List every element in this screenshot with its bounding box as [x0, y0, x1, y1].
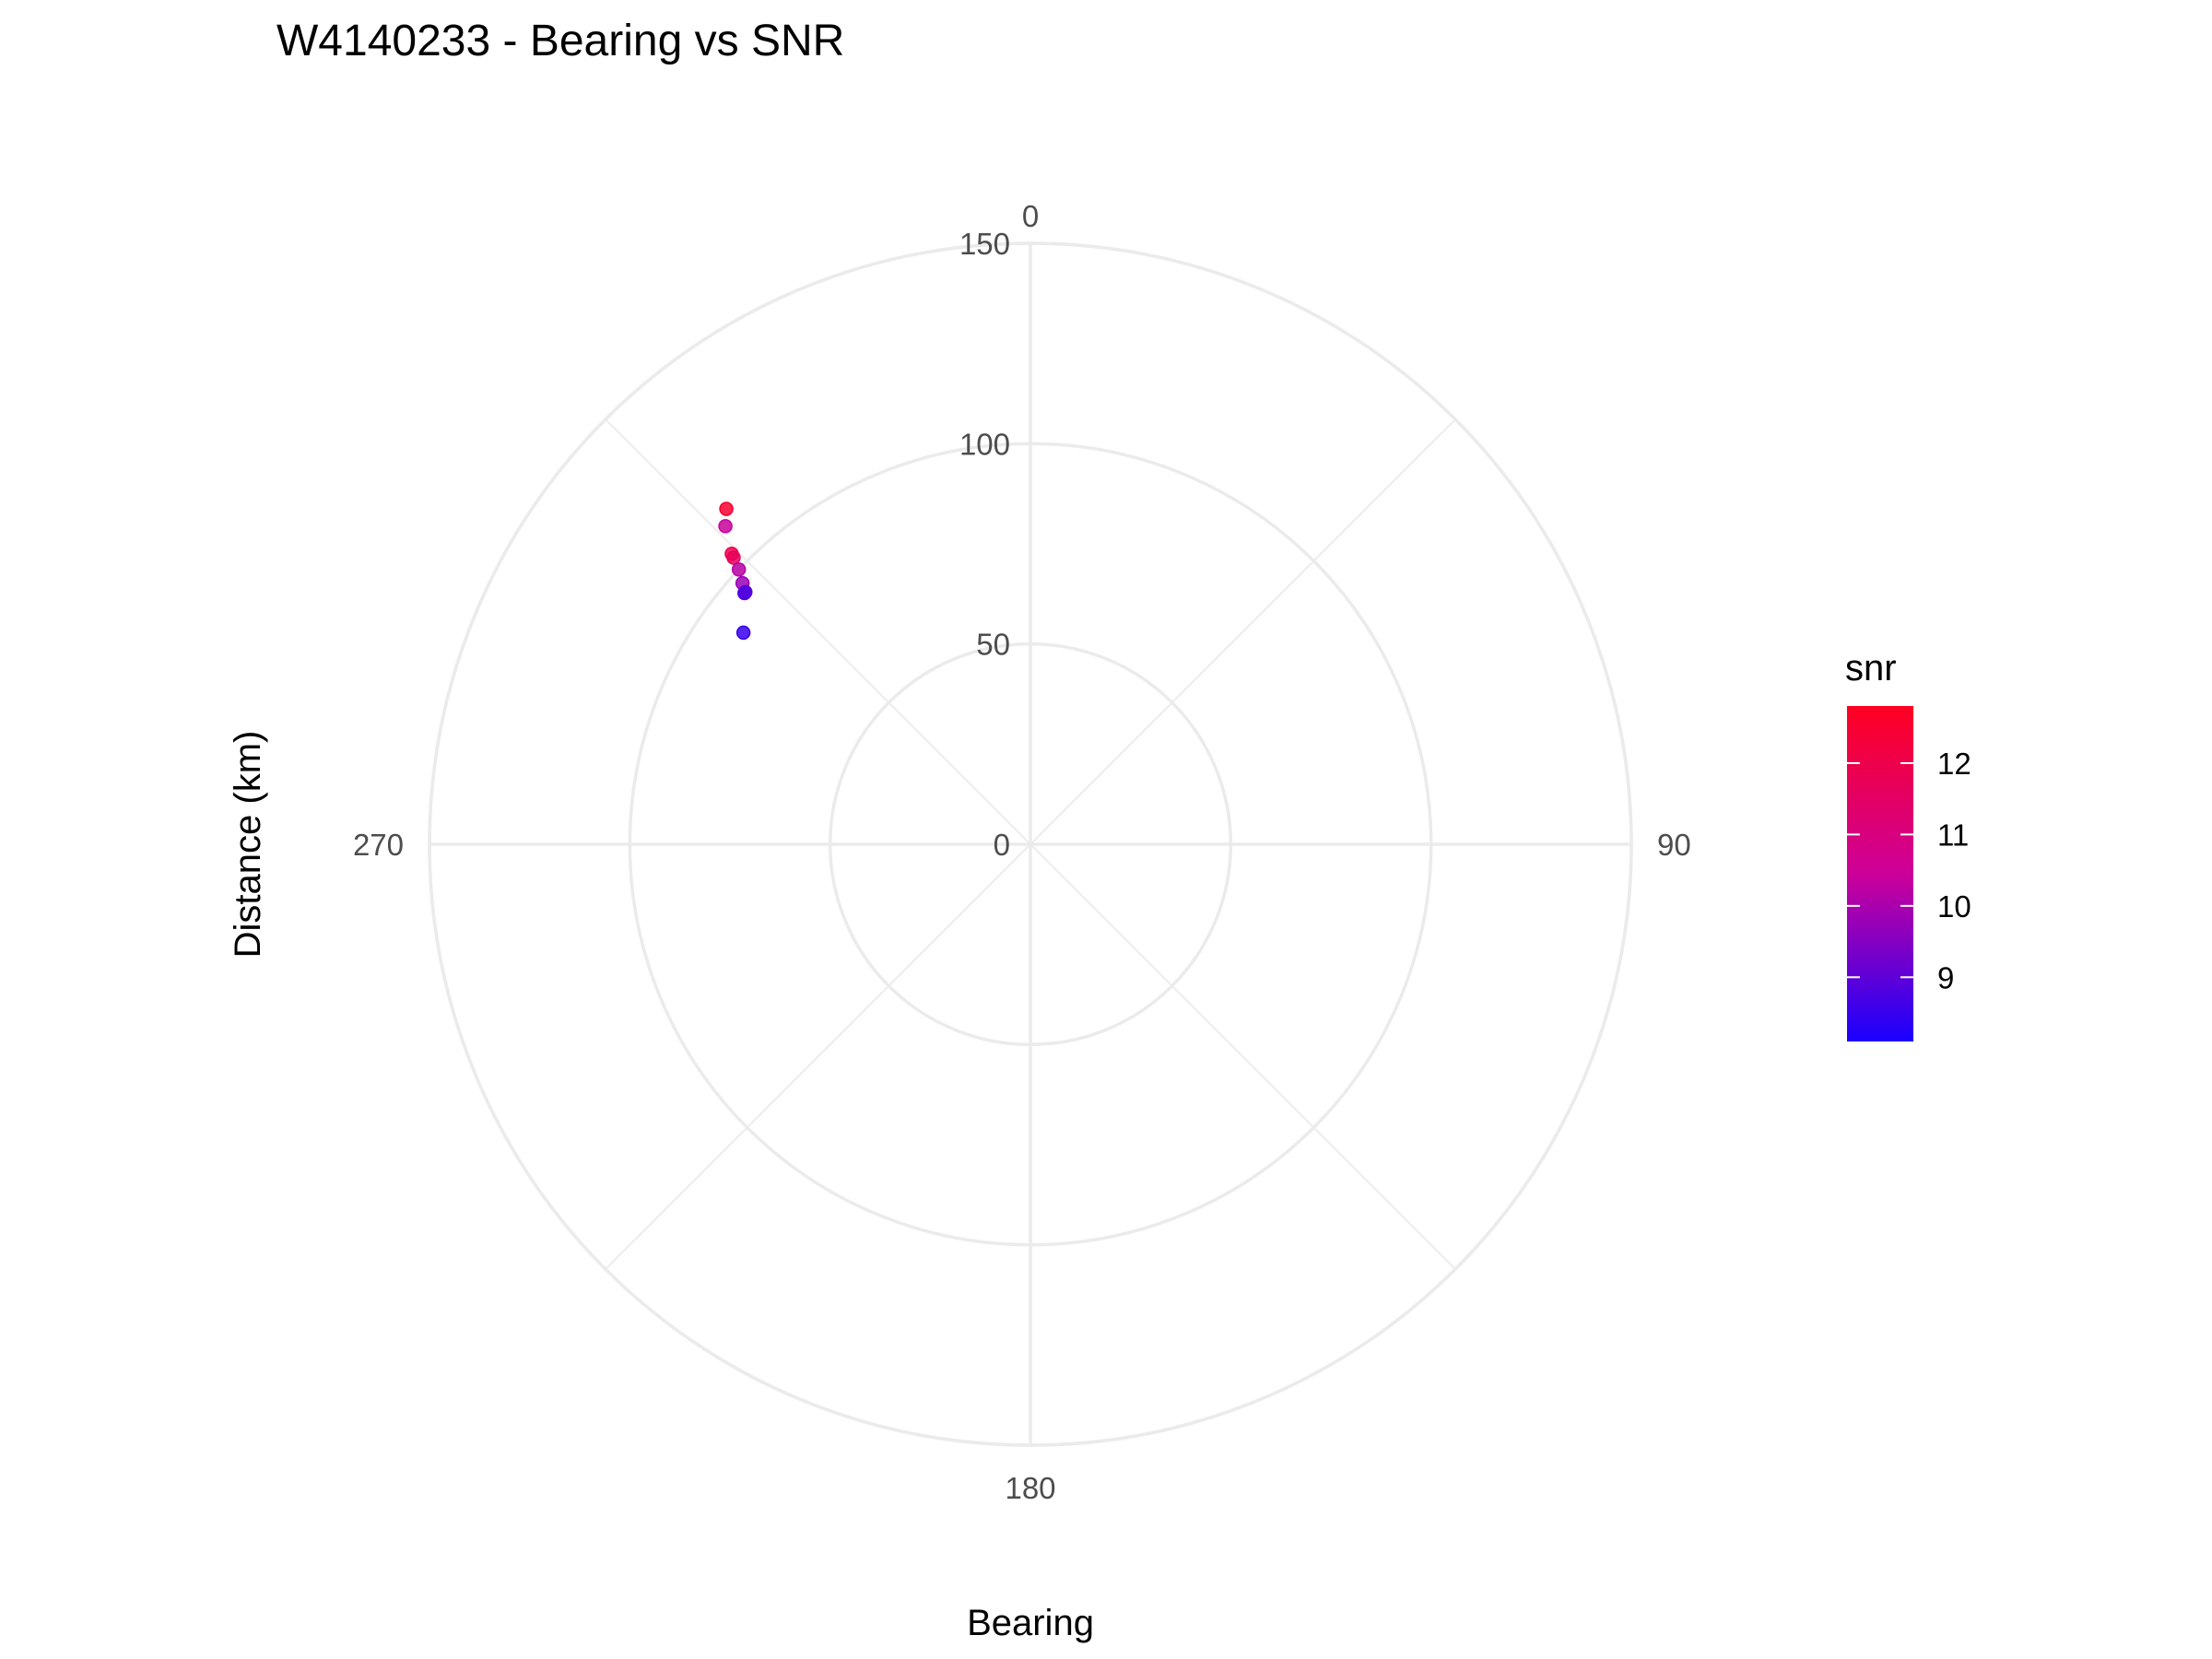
legend-colorbar [1847, 706, 1913, 1041]
data-point [731, 562, 747, 577]
data-point [737, 585, 752, 601]
bearing-tick-label: 0 [1022, 199, 1039, 233]
data-point [726, 550, 741, 565]
legend-tick-label: 11 [1937, 818, 1969, 852]
distance-tick-label: 0 [994, 828, 1010, 862]
legend-tick-label: 9 [1937, 960, 1954, 994]
x-axis-title: Bearing [967, 1603, 1094, 1643]
minor-spoke [1030, 418, 1456, 845]
axis-ticks: 0 90 180 270 0 50 100 150 [353, 199, 1691, 1505]
distance-tick-label: 150 [959, 227, 1010, 261]
snr-legend: snr 9 10 11 12 [1845, 648, 1971, 1041]
legend-tick-label: 12 [1937, 747, 1971, 781]
data-point [719, 501, 734, 516]
bearing-tick-label: 180 [1005, 1471, 1055, 1505]
minor-spoke [605, 418, 1031, 845]
bearing-tick-label: 90 [1657, 828, 1691, 862]
legend-tick-label: 10 [1937, 889, 1971, 924]
legend-ticks: 9 10 11 12 [1847, 747, 1971, 994]
y-axis-title: Distance (km) [228, 731, 268, 959]
polar-grid [428, 241, 1633, 1447]
chart-title: W4140233 - Bearing vs SNR [276, 17, 844, 65]
data-point [735, 625, 751, 641]
distance-tick-label: 100 [959, 427, 1010, 461]
minor-spoke [605, 843, 1031, 1270]
bearing-tick-label: 270 [353, 828, 404, 862]
data-point [718, 519, 733, 534]
data-points [718, 501, 753, 641]
distance-tick-label: 50 [976, 628, 1010, 662]
minor-spoke [1030, 843, 1456, 1270]
legend-title: snr [1845, 648, 1897, 688]
